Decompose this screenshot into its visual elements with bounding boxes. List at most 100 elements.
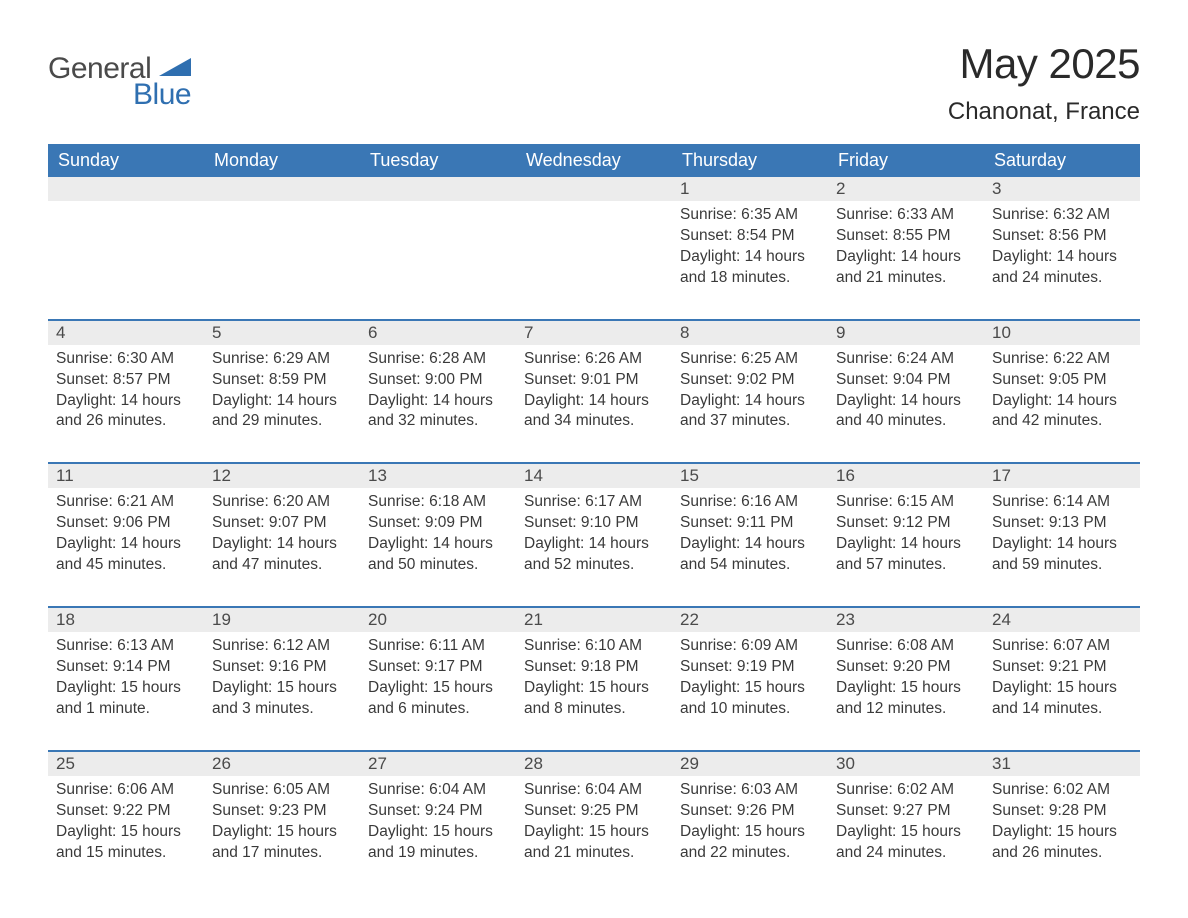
sunrise-text: Sunrise: 6:14 AM [992, 492, 1132, 513]
day-content-cell: Sunrise: 6:06 AMSunset: 9:22 PMDaylight:… [48, 776, 204, 868]
daylight-text: Daylight: 15 hours and 14 minutes. [992, 678, 1132, 720]
weekday-header: Saturday [984, 144, 1140, 177]
day-number-row: 25262728293031 [48, 751, 1140, 776]
sunrise-text: Sunrise: 6:13 AM [56, 636, 196, 657]
weekday-header: Sunday [48, 144, 204, 177]
sunset-text: Sunset: 9:10 PM [524, 513, 664, 534]
daylight-text: Daylight: 15 hours and 21 minutes. [524, 822, 664, 864]
day-content-cell: Sunrise: 6:15 AMSunset: 9:12 PMDaylight:… [828, 488, 984, 607]
sunrise-text: Sunrise: 6:33 AM [836, 205, 976, 226]
sunset-text: Sunset: 9:21 PM [992, 657, 1132, 678]
day-content-cell: Sunrise: 6:02 AMSunset: 9:27 PMDaylight:… [828, 776, 984, 868]
day-number-cell: 17 [984, 463, 1140, 488]
sunrise-text: Sunrise: 6:32 AM [992, 205, 1132, 226]
daylight-text: Daylight: 14 hours and 18 minutes. [680, 247, 820, 289]
sunrise-text: Sunrise: 6:02 AM [992, 780, 1132, 801]
day-number-cell: 16 [828, 463, 984, 488]
weekday-header-row: SundayMondayTuesdayWednesdayThursdayFrid… [48, 144, 1140, 177]
sunset-text: Sunset: 8:56 PM [992, 226, 1132, 247]
sunset-text: Sunset: 9:22 PM [56, 801, 196, 822]
day-number-cell [48, 177, 204, 201]
daylight-text: Daylight: 14 hours and 45 minutes. [56, 534, 196, 576]
sunrise-text: Sunrise: 6:30 AM [56, 349, 196, 370]
day-number-cell: 28 [516, 751, 672, 776]
sunrise-text: Sunrise: 6:05 AM [212, 780, 352, 801]
sunset-text: Sunset: 9:12 PM [836, 513, 976, 534]
sunrise-text: Sunrise: 6:21 AM [56, 492, 196, 513]
weekday-header: Friday [828, 144, 984, 177]
sunset-text: Sunset: 9:11 PM [680, 513, 820, 534]
sunrise-text: Sunrise: 6:28 AM [368, 349, 508, 370]
title-block: May 2025 Chanonat, France [948, 40, 1140, 126]
day-content-cell [48, 201, 204, 320]
day-number-row: 11121314151617 [48, 463, 1140, 488]
day-number-cell: 21 [516, 607, 672, 632]
sunset-text: Sunset: 9:18 PM [524, 657, 664, 678]
sunset-text: Sunset: 9:14 PM [56, 657, 196, 678]
sunset-text: Sunset: 9:13 PM [992, 513, 1132, 534]
sunset-text: Sunset: 9:01 PM [524, 370, 664, 391]
day-number-cell: 7 [516, 320, 672, 345]
sunset-text: Sunset: 9:00 PM [368, 370, 508, 391]
sunset-text: Sunset: 9:19 PM [680, 657, 820, 678]
sunset-text: Sunset: 9:23 PM [212, 801, 352, 822]
day-content-cell: Sunrise: 6:08 AMSunset: 9:20 PMDaylight:… [828, 632, 984, 751]
day-number-cell: 8 [672, 320, 828, 345]
daylight-text: Daylight: 15 hours and 17 minutes. [212, 822, 352, 864]
sunset-text: Sunset: 9:26 PM [680, 801, 820, 822]
day-content-cell: Sunrise: 6:28 AMSunset: 9:00 PMDaylight:… [360, 345, 516, 464]
daylight-text: Daylight: 14 hours and 47 minutes. [212, 534, 352, 576]
daylight-text: Daylight: 14 hours and 52 minutes. [524, 534, 664, 576]
day-number-cell: 1 [672, 177, 828, 201]
day-number-cell [516, 177, 672, 201]
daylight-text: Daylight: 14 hours and 26 minutes. [56, 391, 196, 433]
day-content-cell: Sunrise: 6:35 AMSunset: 8:54 PMDaylight:… [672, 201, 828, 320]
sunrise-text: Sunrise: 6:29 AM [212, 349, 352, 370]
day-content-row: Sunrise: 6:30 AMSunset: 8:57 PMDaylight:… [48, 345, 1140, 464]
sunrise-text: Sunrise: 6:22 AM [992, 349, 1132, 370]
daylight-text: Daylight: 14 hours and 59 minutes. [992, 534, 1132, 576]
day-number-cell: 25 [48, 751, 204, 776]
brand-logo: General Blue [48, 40, 191, 110]
day-number-cell: 14 [516, 463, 672, 488]
day-number-cell: 6 [360, 320, 516, 345]
day-content-cell: Sunrise: 6:21 AMSunset: 9:06 PMDaylight:… [48, 488, 204, 607]
daylight-text: Daylight: 15 hours and 24 minutes. [836, 822, 976, 864]
day-content-cell: Sunrise: 6:10 AMSunset: 9:18 PMDaylight:… [516, 632, 672, 751]
day-content-cell [204, 201, 360, 320]
weekday-header: Thursday [672, 144, 828, 177]
day-content-cell: Sunrise: 6:07 AMSunset: 9:21 PMDaylight:… [984, 632, 1140, 751]
daylight-text: Daylight: 15 hours and 3 minutes. [212, 678, 352, 720]
day-number-cell: 24 [984, 607, 1140, 632]
sunset-text: Sunset: 9:02 PM [680, 370, 820, 391]
daylight-text: Daylight: 14 hours and 57 minutes. [836, 534, 976, 576]
day-content-cell: Sunrise: 6:09 AMSunset: 9:19 PMDaylight:… [672, 632, 828, 751]
day-number-cell: 10 [984, 320, 1140, 345]
day-number-cell: 9 [828, 320, 984, 345]
sunset-text: Sunset: 9:25 PM [524, 801, 664, 822]
day-number-cell [204, 177, 360, 201]
sunset-text: Sunset: 9:16 PM [212, 657, 352, 678]
sunset-text: Sunset: 9:28 PM [992, 801, 1132, 822]
day-content-cell: Sunrise: 6:11 AMSunset: 9:17 PMDaylight:… [360, 632, 516, 751]
daylight-text: Daylight: 14 hours and 32 minutes. [368, 391, 508, 433]
day-number-cell: 11 [48, 463, 204, 488]
day-content-cell: Sunrise: 6:30 AMSunset: 8:57 PMDaylight:… [48, 345, 204, 464]
sunrise-text: Sunrise: 6:10 AM [524, 636, 664, 657]
sunrise-text: Sunrise: 6:11 AM [368, 636, 508, 657]
day-content-cell [516, 201, 672, 320]
day-number-cell: 29 [672, 751, 828, 776]
sunrise-text: Sunrise: 6:24 AM [836, 349, 976, 370]
sunrise-text: Sunrise: 6:20 AM [212, 492, 352, 513]
sunset-text: Sunset: 9:20 PM [836, 657, 976, 678]
day-content-cell: Sunrise: 6:25 AMSunset: 9:02 PMDaylight:… [672, 345, 828, 464]
location-subtitle: Chanonat, France [948, 98, 1140, 126]
day-number-cell: 31 [984, 751, 1140, 776]
day-number-cell: 20 [360, 607, 516, 632]
sunrise-text: Sunrise: 6:07 AM [992, 636, 1132, 657]
day-number-cell [360, 177, 516, 201]
daylight-text: Daylight: 14 hours and 40 minutes. [836, 391, 976, 433]
daylight-text: Daylight: 15 hours and 12 minutes. [836, 678, 976, 720]
daylight-text: Daylight: 15 hours and 19 minutes. [368, 822, 508, 864]
daylight-text: Daylight: 14 hours and 54 minutes. [680, 534, 820, 576]
